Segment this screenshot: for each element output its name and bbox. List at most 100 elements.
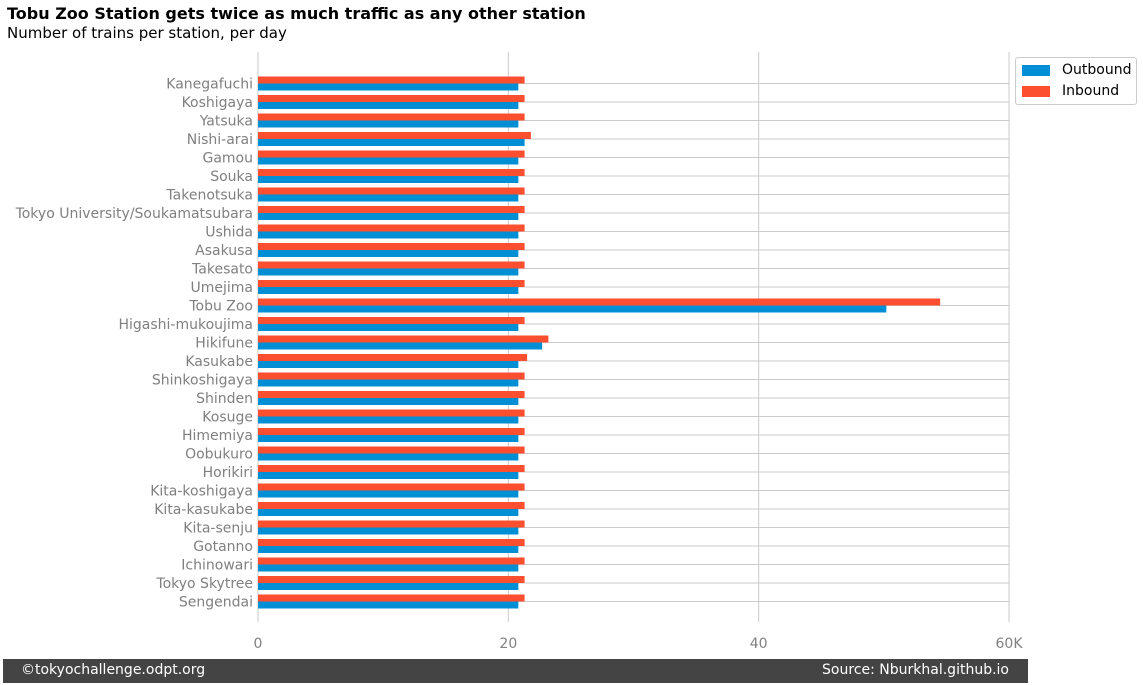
y-tick-label: Himemiya <box>182 428 253 444</box>
y-tick-label: Oobukuro <box>185 447 253 463</box>
y-tick-label: Yatsuka <box>199 114 253 130</box>
y-tick-label: Souka <box>210 169 253 185</box>
bar-inbound <box>258 261 525 269</box>
bar-inbound <box>258 95 525 102</box>
bar-inbound <box>258 76 525 84</box>
footer-source: Source: Nburkhal.github.io <box>822 662 1009 678</box>
bar-outbound <box>258 139 525 146</box>
y-tick-label: Koshigaya <box>182 95 253 111</box>
bar-outbound <box>258 453 519 461</box>
bar-outbound <box>258 379 519 387</box>
y-tick-label: Kasukabe <box>185 354 253 370</box>
bar-inbound <box>258 594 525 602</box>
y-tick-label: Ushida <box>205 225 253 241</box>
bar-outbound <box>258 194 519 202</box>
y-tick-label: Gotanno <box>193 539 253 555</box>
bar-outbound <box>258 546 519 553</box>
y-tick-label: Asakusa <box>195 243 253 259</box>
y-tick-label: Kita-kasukabe <box>154 502 253 518</box>
bar-outbound <box>258 268 519 276</box>
y-tick-label: Kosuge <box>202 410 253 426</box>
bar-outbound <box>258 398 519 405</box>
y-tick-label: Shinden <box>196 391 253 407</box>
bar-outbound <box>258 342 543 350</box>
y-tick-label: Ichinowari <box>181 558 253 574</box>
bar-inbound <box>258 132 531 139</box>
bar-inbound <box>258 298 941 306</box>
bar-outbound <box>258 83 519 91</box>
bar-inbound <box>258 187 525 195</box>
bar-outbound <box>258 435 519 442</box>
bar-inbound <box>258 483 525 491</box>
legend-label-outbound: Outbound <box>1062 62 1132 78</box>
y-tick-label: Higashi-mukoujima <box>118 317 253 333</box>
bar-outbound <box>258 120 519 128</box>
footer-copyright: ©tokyochallenge.odpt.org <box>21 662 206 678</box>
bar-layer <box>258 76 941 609</box>
bar-inbound <box>258 280 525 287</box>
y-tick-label: Takenotsuka <box>165 188 253 204</box>
bar-inbound <box>258 206 525 213</box>
x-tick-label: 20 <box>499 636 517 652</box>
label-layer: 0 20 40 60K Kanegafuchi Koshigaya Yatsuka Nishi… <box>15 77 1024 653</box>
bar-chart: 0 20 40 60K Kanegafuchi Koshigaya Yatsuka Nishi… <box>15 52 1024 653</box>
y-tick-label: Nishi-arai <box>187 132 253 148</box>
legend-item-outbound: Outbound <box>1022 61 1131 79</box>
legend-swatch-inbound <box>1022 85 1050 97</box>
bar-inbound <box>258 224 525 232</box>
bar-outbound <box>258 157 519 165</box>
x-tick-label: 60K <box>996 636 1024 652</box>
bar-inbound <box>258 446 525 454</box>
bar-outbound <box>258 564 519 572</box>
bar-outbound <box>258 213 519 220</box>
bar-outbound <box>258 305 887 313</box>
bar-outbound <box>258 509 519 516</box>
y-tick-label: Gamou <box>202 151 253 167</box>
bar-inbound <box>258 576 525 583</box>
bar-inbound <box>258 520 525 528</box>
bar-inbound <box>258 465 525 472</box>
bar-outbound <box>258 601 519 609</box>
legend-item-inbound: Inbound <box>1022 82 1119 100</box>
bar-inbound <box>258 150 525 158</box>
bar-outbound <box>258 472 519 479</box>
x-tick-label: 40 <box>750 636 768 652</box>
bar-inbound <box>258 539 525 546</box>
bar-inbound <box>258 557 525 565</box>
y-tick-label: Shinkoshigaya <box>152 373 253 389</box>
y-tick-label: Takesato <box>191 262 253 278</box>
footer-bar: ©tokyochallenge.odpt.org Source: Nburkha… <box>3 659 1028 683</box>
bar-outbound <box>258 490 519 498</box>
legend-swatch-outbound <box>1022 64 1050 76</box>
x-tick-label: 0 <box>254 636 263 652</box>
chart-title: Tobu Zoo Station gets twice as much traf… <box>7 4 586 23</box>
bar-outbound <box>258 102 519 109</box>
chart-subtitle: Number of trains per station, per day <box>7 24 287 42</box>
bar-inbound <box>258 113 525 121</box>
bar-inbound <box>258 317 525 324</box>
bar-outbound <box>258 583 519 590</box>
bar-outbound <box>258 361 519 368</box>
bar-outbound <box>258 287 519 294</box>
y-tick-label: Umejima <box>191 280 254 296</box>
bar-inbound <box>258 409 525 417</box>
bar-outbound <box>258 231 519 239</box>
bar-inbound <box>258 391 525 398</box>
y-tick-label: Sengendai <box>179 595 253 611</box>
bar-outbound <box>258 416 519 424</box>
legend-label-inbound: Inbound <box>1062 83 1120 99</box>
bar-outbound <box>258 250 519 257</box>
bar-inbound <box>258 502 525 509</box>
bar-outbound <box>258 176 519 183</box>
legend: Outbound Inbound <box>1015 57 1137 105</box>
bar-outbound <box>258 527 519 535</box>
bar-outbound <box>258 324 519 331</box>
bar-inbound <box>258 335 549 343</box>
y-tick-label: Horikiri <box>203 465 253 481</box>
bar-inbound <box>258 169 525 176</box>
y-tick-label: Tobu Zoo <box>188 299 253 315</box>
bar-inbound <box>258 428 525 435</box>
y-tick-label: Tokyo Skytree <box>155 576 253 592</box>
y-tick-label: Tokyo University/Soukamatsubara <box>15 206 253 222</box>
y-tick-label: Kita-senju <box>183 521 253 537</box>
